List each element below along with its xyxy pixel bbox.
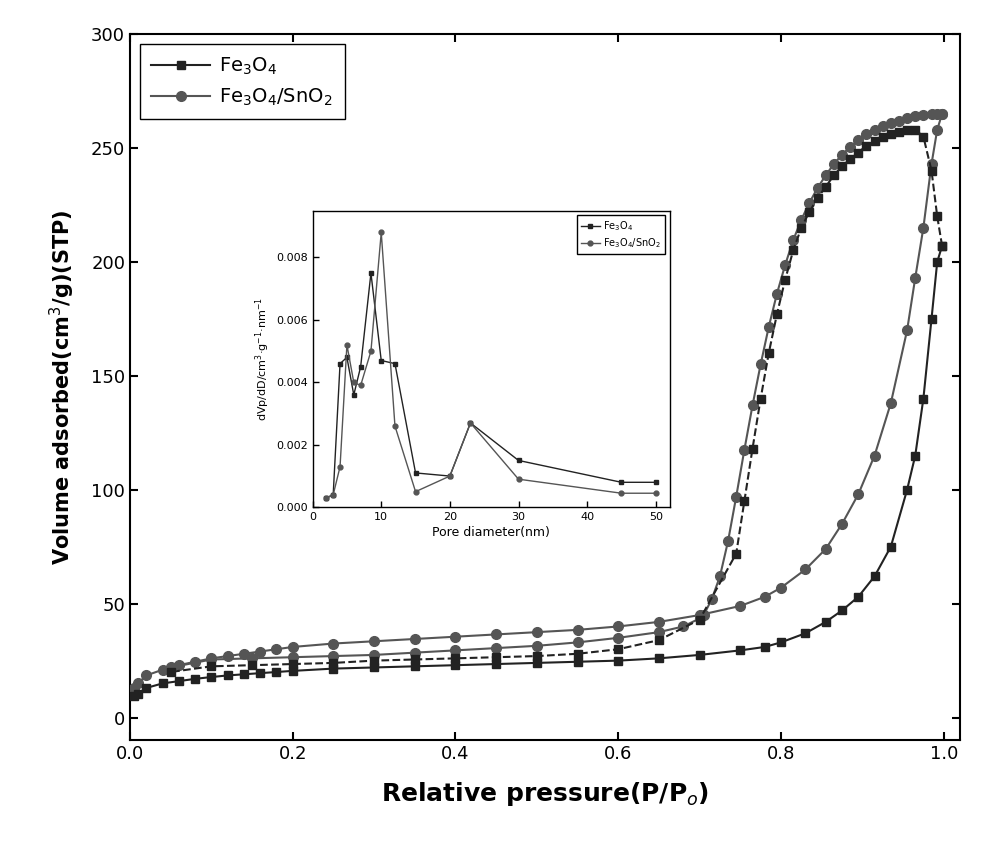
Fe$_3$O$_4$ <box>734 645 746 655</box>
Fe$_3$O$_4$/SnO$_2$ <box>836 519 848 529</box>
Fe$_3$O$_4$ <box>694 650 706 660</box>
Fe$_3$O$_4$ <box>205 672 217 683</box>
Fe$_3$O$_4$ <box>931 257 943 267</box>
Fe$_3$O$_4$ <box>531 658 543 668</box>
Fe$_3$O$_4$/SnO$_2$ <box>140 671 152 681</box>
Fe$_3$O$_4$/SnO$_2$ <box>820 544 832 554</box>
Fe$_3$O$_4$/SnO$_2$ <box>490 630 502 640</box>
Fe$_3$O$_4$/SnO$_2$ <box>869 450 881 460</box>
Fe$_3$O$_4$ <box>173 676 185 686</box>
Fe$_3$O$_4$/SnO$_2$ <box>222 651 234 661</box>
Fe$_3$O$_4$ <box>820 617 832 627</box>
Fe$_3$O$_4$ <box>140 683 152 693</box>
Fe$_3$O$_4$/SnO$_2$ <box>694 610 706 620</box>
Fe$_3$O$_4$/SnO$_2$ <box>885 398 897 408</box>
Legend: Fe$_3$O$_4$, Fe$_3$O$_4$/SnO$_2$: Fe$_3$O$_4$, Fe$_3$O$_4$/SnO$_2$ <box>140 43 345 119</box>
Fe$_3$O$_4$/SnO$_2$ <box>189 657 201 667</box>
Fe$_3$O$_4$/SnO$_2$ <box>612 621 624 631</box>
X-axis label: Relative pressure(P/P$_o$): Relative pressure(P/P$_o$) <box>381 780 709 808</box>
Fe$_3$O$_4$ <box>901 484 913 494</box>
Fe$_3$O$_4$/SnO$_2$ <box>799 564 811 574</box>
Line: Fe$_3$O$_4$: Fe$_3$O$_4$ <box>130 242 946 700</box>
Fe$_3$O$_4$ <box>327 664 339 674</box>
Fe$_3$O$_4$ <box>775 637 787 648</box>
Fe$_3$O$_4$ <box>836 605 848 615</box>
Fe$_3$O$_4$ <box>909 450 921 460</box>
Fe$_3$O$_4$ <box>653 654 665 664</box>
Fe$_3$O$_4$/SnO$_2$ <box>128 683 140 693</box>
Fe$_3$O$_4$ <box>799 628 811 638</box>
Fe$_3$O$_4$ <box>254 668 266 678</box>
Fe$_3$O$_4$/SnO$_2$ <box>238 648 250 659</box>
Fe$_3$O$_4$ <box>238 669 250 679</box>
Fe$_3$O$_4$ <box>157 678 169 688</box>
Fe$_3$O$_4$ <box>287 665 299 676</box>
Fe$_3$O$_4$/SnO$_2$ <box>157 665 169 675</box>
Line: Fe$_3$O$_4$/SnO$_2$: Fe$_3$O$_4$/SnO$_2$ <box>129 109 947 693</box>
Fe$_3$O$_4$ <box>936 241 948 251</box>
Fe$_3$O$_4$ <box>869 571 881 581</box>
Fe$_3$O$_4$ <box>759 642 771 652</box>
Fe$_3$O$_4$ <box>409 661 421 671</box>
Fe$_3$O$_4$/SnO$_2$ <box>531 627 543 637</box>
Fe$_3$O$_4$/SnO$_2$ <box>173 660 185 671</box>
Fe$_3$O$_4$/SnO$_2$ <box>936 109 948 119</box>
Fe$_3$O$_4$ <box>612 655 624 665</box>
Fe$_3$O$_4$/SnO$_2$ <box>759 591 771 602</box>
Fe$_3$O$_4$/SnO$_2$ <box>909 272 921 283</box>
Fe$_3$O$_4$/SnO$_2$ <box>287 642 299 652</box>
Fe$_3$O$_4$ <box>917 393 929 403</box>
Fe$_3$O$_4$ <box>189 674 201 684</box>
Fe$_3$O$_4$/SnO$_2$ <box>775 583 787 593</box>
Fe$_3$O$_4$ <box>368 662 380 672</box>
Fe$_3$O$_4$/SnO$_2$ <box>132 678 144 688</box>
Y-axis label: Volume adsorbed(cm$^3$/g)(STP): Volume adsorbed(cm$^3$/g)(STP) <box>48 209 77 565</box>
Fe$_3$O$_4$/SnO$_2$ <box>852 489 864 500</box>
Fe$_3$O$_4$ <box>132 688 144 699</box>
Fe$_3$O$_4$/SnO$_2$ <box>653 617 665 627</box>
Fe$_3$O$_4$ <box>926 314 938 324</box>
Fe$_3$O$_4$/SnO$_2$ <box>205 654 217 664</box>
Fe$_3$O$_4$/SnO$_2$ <box>734 601 746 611</box>
Fe$_3$O$_4$ <box>222 671 234 681</box>
Fe$_3$O$_4$/SnO$_2$ <box>368 637 380 647</box>
Fe$_3$O$_4$/SnO$_2$ <box>572 625 584 635</box>
Fe$_3$O$_4$/SnO$_2$ <box>254 647 266 657</box>
Fe$_3$O$_4$/SnO$_2$ <box>931 124 943 134</box>
Fe$_3$O$_4$ <box>449 660 461 671</box>
Fe$_3$O$_4$ <box>490 659 502 669</box>
Fe$_3$O$_4$ <box>128 691 140 701</box>
Fe$_3$O$_4$/SnO$_2$ <box>917 223 929 233</box>
Fe$_3$O$_4$/SnO$_2$ <box>926 159 938 169</box>
Fe$_3$O$_4$/SnO$_2$ <box>449 631 461 642</box>
Fe$_3$O$_4$ <box>572 657 584 667</box>
Fe$_3$O$_4$/SnO$_2$ <box>270 644 282 654</box>
Fe$_3$O$_4$/SnO$_2$ <box>901 325 913 335</box>
Fe$_3$O$_4$/SnO$_2$ <box>327 638 339 648</box>
Fe$_3$O$_4$ <box>852 591 864 602</box>
Fe$_3$O$_4$/SnO$_2$ <box>409 634 421 644</box>
Fe$_3$O$_4$ <box>885 541 897 551</box>
Fe$_3$O$_4$ <box>270 667 282 677</box>
